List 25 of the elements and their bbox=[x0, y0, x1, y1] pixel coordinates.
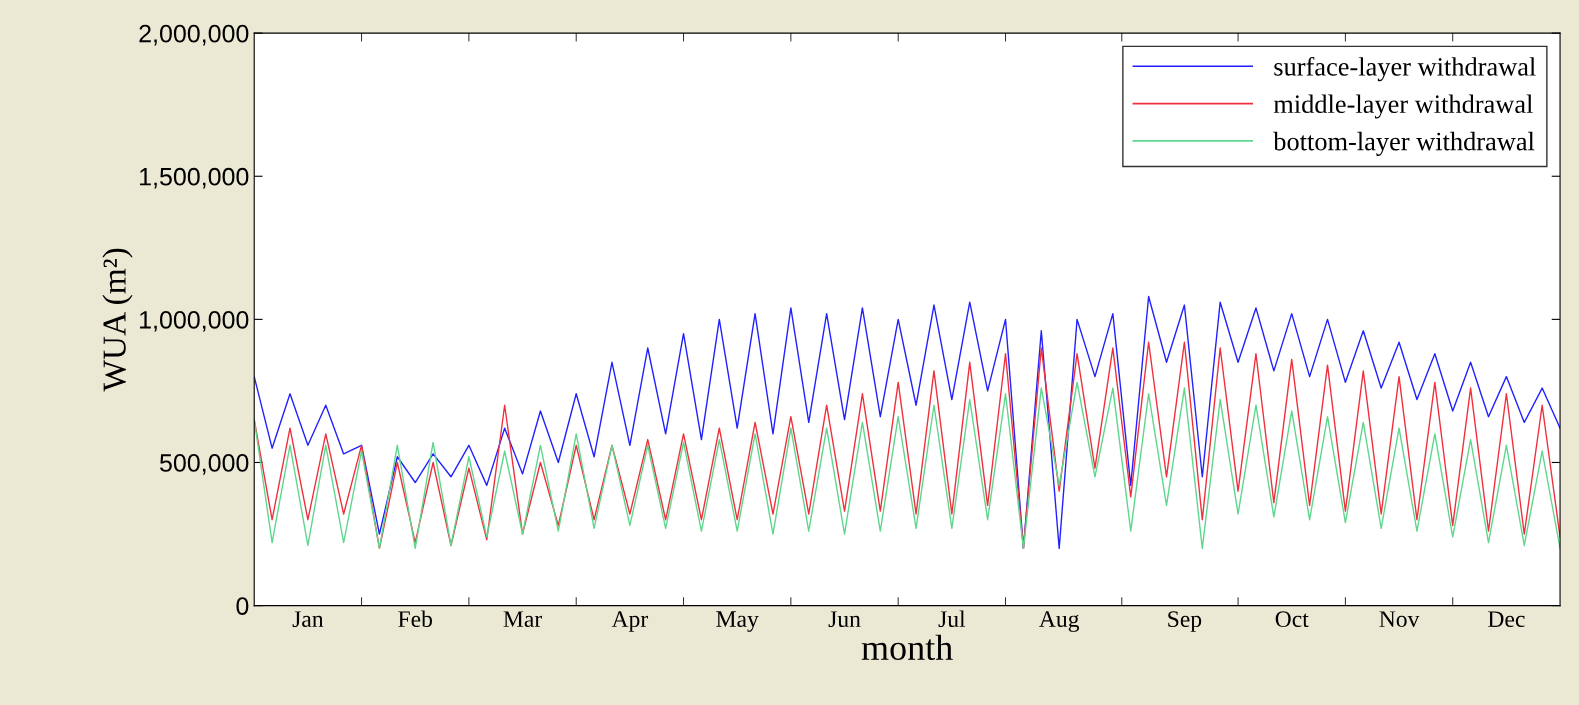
y-tick-label: 1,000,000 bbox=[140, 310, 249, 332]
line-series bbox=[254, 341, 1561, 550]
x-tick-label: Nov bbox=[1379, 611, 1420, 628]
x-tick-label: Jun bbox=[828, 611, 861, 628]
x-tick-label: Feb bbox=[398, 610, 433, 628]
x-tick-label: Oct bbox=[1275, 611, 1309, 628]
x-tick-label: Mar bbox=[503, 611, 542, 628]
y-tick-label: 500,000 bbox=[160, 454, 249, 475]
legend-label: middle-layer withdrawal bbox=[1273, 94, 1533, 119]
y-tick-label: 0 bbox=[236, 597, 249, 615]
x-tick-label: Dec bbox=[1488, 611, 1525, 628]
legend-label: surface-layer withdrawal bbox=[1274, 56, 1536, 82]
x-tick-label: Sep bbox=[1168, 611, 1202, 632]
line-series bbox=[254, 295, 1561, 550]
x-tick-label: Apr bbox=[611, 611, 649, 632]
line-series bbox=[254, 381, 1561, 550]
x-axis-title: month bbox=[861, 634, 953, 661]
y-tick-label: 1,500,000 bbox=[140, 167, 249, 189]
legend-label: bottom-layer withdrawal bbox=[1273, 131, 1535, 156]
x-tick-label: Aug bbox=[1039, 611, 1080, 632]
x-tick-label: May bbox=[716, 611, 759, 632]
y-tick-label: 2,000,000 bbox=[139, 24, 249, 46]
y-axis-title: WUA (m²) bbox=[102, 248, 133, 392]
x-tick-label: Jul bbox=[938, 610, 966, 628]
x-tick-label: Jan bbox=[292, 611, 324, 628]
